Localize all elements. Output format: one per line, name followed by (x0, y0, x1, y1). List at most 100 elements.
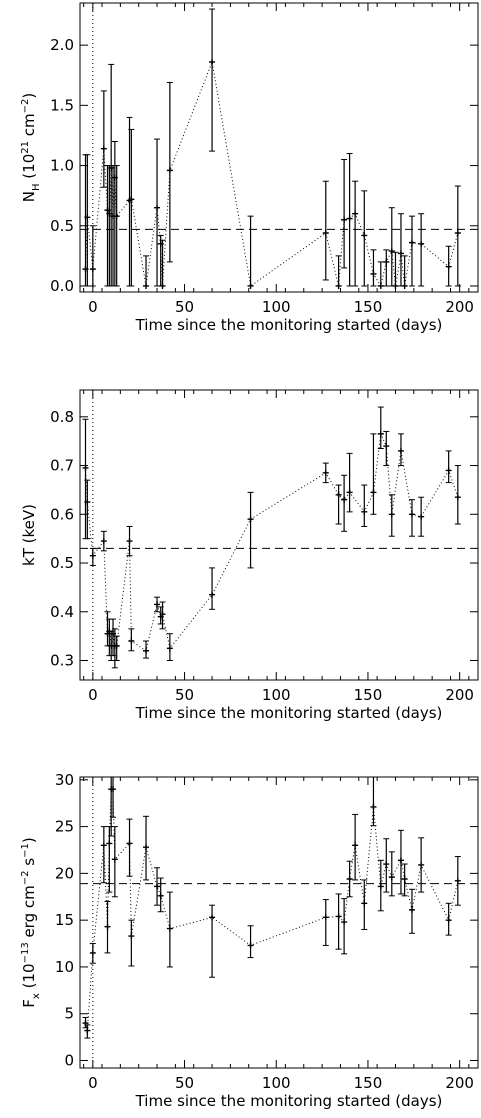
data-point (110, 786, 117, 793)
data-point (341, 919, 348, 926)
panel-3: 0 50 100 150 200 0 5 10 15 20 25 30 Time since the m… (20, 771, 479, 1110)
data-point (209, 914, 216, 921)
x-tick-label: 50 (175, 686, 194, 704)
data-point (454, 229, 461, 236)
data-point (113, 642, 120, 649)
x-tick-label: 150 (354, 298, 383, 316)
y-tick-label: 15 (55, 911, 74, 929)
data-point (89, 552, 96, 559)
data-point (346, 215, 353, 222)
plot-frame (79, 776, 479, 1069)
y-axis-label: kT (keV) (20, 504, 38, 566)
x-tick-label: 50 (175, 1074, 194, 1092)
x-tick-label: 200 (445, 1074, 474, 1092)
y-tick-label: 25 (55, 818, 74, 836)
y-tick-label: 0.8 (50, 408, 74, 426)
x-tick-label: 100 (262, 298, 291, 316)
data-point (157, 892, 164, 899)
data-point (247, 516, 254, 523)
data-point (377, 282, 384, 289)
data-point (445, 467, 452, 474)
data-point (370, 270, 377, 277)
data-point (352, 210, 359, 217)
data-point (322, 914, 329, 921)
data-point (335, 282, 342, 289)
data-point (408, 511, 415, 518)
data-point (84, 1027, 91, 1034)
data-point (143, 647, 150, 654)
data-point (154, 204, 161, 211)
series-line (85, 60, 459, 288)
data-point (104, 923, 111, 930)
data-point (143, 282, 150, 289)
data-point (166, 645, 173, 652)
data-point (126, 840, 133, 847)
data-point (84, 214, 91, 221)
data-point (335, 491, 342, 498)
y-tick-label: 30 (55, 771, 74, 789)
y-axis-label: Fx (10−13 erg cm−2 s−1) (20, 837, 42, 1007)
y-tick-label: 0.7 (50, 457, 74, 475)
data-point (346, 489, 353, 496)
y-tick-label: 0.4 (50, 603, 74, 621)
data-point (377, 883, 384, 890)
panel-1: 0 50 100 150 200 0.0 0.5 1.0 1.5 2.0 Time since th… (20, 2, 479, 334)
data-point (454, 494, 461, 501)
y-tick-label: 1.0 (50, 157, 74, 175)
x-axis-label: Time since the monitoring started (days) (135, 1092, 443, 1110)
data-point (361, 900, 368, 907)
data-point (392, 282, 399, 289)
y-tick-label: 0 (64, 1052, 74, 1070)
data-point (209, 591, 216, 598)
data-point (401, 282, 408, 289)
x-tick-label: 100 (262, 1074, 291, 1092)
y-tick-label: 0.5 (50, 554, 74, 572)
data-point (209, 59, 216, 66)
data-point (388, 511, 395, 518)
y-tick-label: 1.5 (50, 96, 74, 114)
x-tick-label: 0 (88, 686, 98, 704)
plot-frame (79, 389, 479, 681)
y-tick-label: 0.3 (50, 652, 74, 670)
x-axis-label: Time since the monitoring started (days) (135, 704, 443, 722)
panel-2: 0 50 100 150 200 0.3 0.4 0.5 0.6 0.7 0.8 Time since… (20, 389, 479, 722)
data-point (159, 282, 166, 289)
data-point (89, 266, 96, 273)
x-tick-label: 50 (175, 298, 194, 316)
series-line (85, 788, 459, 1031)
data-point (100, 538, 107, 545)
y-tick-label: 20 (55, 864, 74, 882)
data-point (335, 913, 342, 920)
data-point (247, 282, 254, 289)
data-point (445, 917, 452, 924)
x-tick-label: 200 (445, 298, 474, 316)
data-point (454, 877, 461, 884)
data-point (383, 443, 390, 450)
data-point (113, 213, 120, 220)
data-point (128, 933, 135, 940)
data-point (388, 248, 395, 255)
data-point (128, 638, 135, 645)
data-point (418, 240, 425, 247)
data-point (397, 250, 404, 257)
y-tick-label: 0.0 (50, 277, 74, 295)
data-point (418, 513, 425, 520)
y-tick-label: 10 (55, 958, 74, 976)
y-tick-label: 2.0 (50, 36, 74, 54)
data-point (445, 263, 452, 270)
data-point (159, 611, 166, 618)
data-point (100, 145, 107, 152)
data-point (346, 875, 353, 882)
y-axis-label: NH (1021 cm−2) (20, 93, 42, 202)
data-point (154, 601, 161, 608)
data-point (111, 856, 118, 863)
data-point (100, 842, 107, 849)
data-point (247, 942, 254, 949)
data-point (361, 508, 368, 515)
data-point (388, 874, 395, 881)
data-point (322, 469, 329, 476)
data-point (154, 883, 161, 890)
x-tick-label: 150 (354, 686, 383, 704)
data-point (408, 906, 415, 913)
x-tick-label: 0 (88, 1074, 98, 1092)
